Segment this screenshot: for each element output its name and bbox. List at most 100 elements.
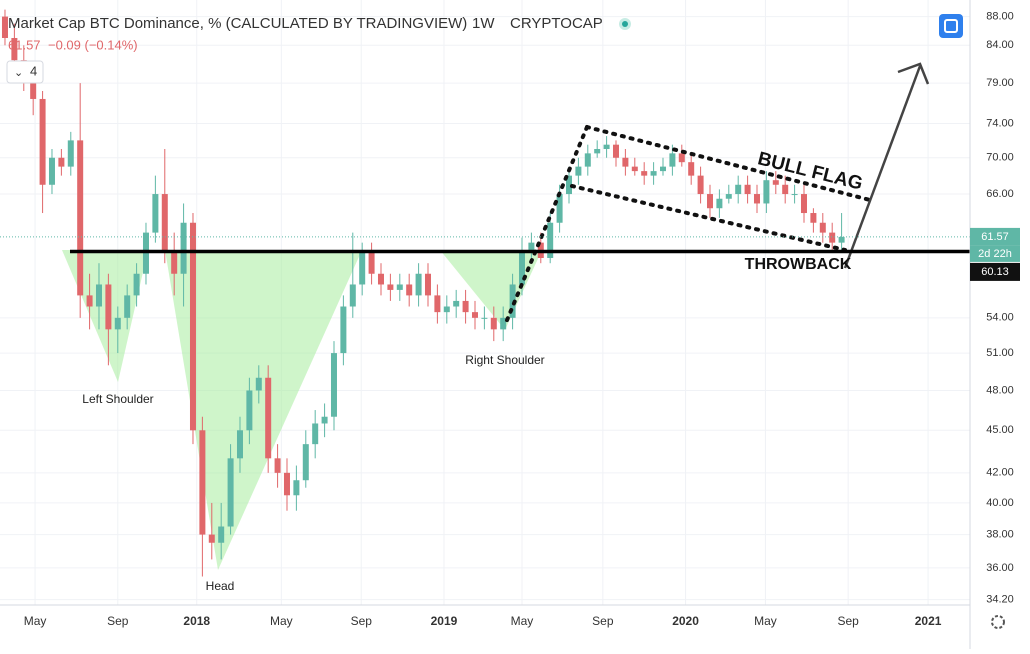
y-tick-label: 38.00 — [986, 528, 1014, 540]
settings-button[interactable] — [991, 615, 1005, 629]
candle-body — [152, 194, 159, 233]
y-tick-label: 42.00 — [986, 467, 1014, 479]
candle-body — [453, 300, 460, 307]
candle-body — [11, 37, 18, 61]
y-tick-label: 74.00 — [986, 117, 1014, 129]
candle-body — [415, 273, 422, 296]
candle-body — [706, 194, 713, 209]
candle-body — [753, 194, 760, 204]
candle-body — [283, 472, 290, 496]
level-box — [970, 262, 1020, 281]
arrow-head — [897, 62, 930, 85]
arrow — [843, 62, 930, 269]
candle-body — [48, 157, 55, 185]
candle-body — [396, 284, 403, 290]
candle-body — [763, 180, 770, 204]
y-tick-label: 45.00 — [986, 424, 1014, 436]
status-dot-core — [622, 21, 628, 27]
candle-body — [39, 98, 46, 185]
last-value: 61.57 — [8, 37, 41, 52]
candle-body — [265, 377, 272, 459]
y-tick-label: 54.00 — [986, 312, 1014, 324]
candle-body — [772, 180, 779, 185]
candle-body — [594, 149, 601, 154]
candle-body — [67, 140, 74, 167]
x-tick-label: Sep — [351, 614, 373, 628]
candle-body — [528, 242, 535, 253]
candle-body — [58, 157, 65, 167]
candle-body — [481, 317, 488, 319]
flag-drawing — [503, 125, 872, 327]
candle-body — [819, 222, 826, 233]
candle-body — [349, 284, 356, 307]
candle-body — [95, 284, 102, 307]
candle-body — [603, 144, 610, 150]
candle-body — [612, 144, 619, 158]
candle-body — [584, 153, 591, 167]
candle-body — [641, 171, 648, 176]
candle-body — [406, 284, 413, 296]
candle-body — [133, 273, 140, 296]
y-tick-label: 84.00 — [986, 39, 1014, 51]
head-shape — [165, 250, 362, 570]
candle-body — [124, 295, 131, 318]
candle-body — [293, 480, 300, 496]
candle-body — [180, 222, 187, 274]
candle-body — [77, 140, 84, 296]
flag-bottom — [570, 184, 847, 252]
candle-body — [659, 166, 666, 172]
candle-body — [105, 284, 112, 330]
indicator-toggle[interactable] — [6, 60, 44, 84]
x-tick-label: 2019 — [431, 614, 458, 628]
last-price-label: 61.57 — [981, 231, 1009, 243]
fullscreen-icon — [944, 19, 958, 33]
candle-body — [255, 377, 262, 391]
last-price-box — [970, 227, 1020, 246]
candle-body — [462, 300, 469, 313]
x-tick-label: Sep — [837, 614, 859, 628]
x-tick-label: May — [24, 614, 47, 628]
candle-body — [114, 317, 121, 330]
x-tick-label: 2021 — [915, 614, 942, 628]
candle-body — [274, 458, 281, 473]
y-tick-label: 40.00 — [986, 497, 1014, 509]
x-tick-label: May — [754, 614, 777, 628]
y-tick-label: 88.00 — [986, 11, 1014, 23]
candle-body — [800, 194, 807, 214]
candle-body — [189, 222, 196, 431]
y-tick-label: 70.00 — [986, 152, 1014, 164]
candle-body — [725, 194, 732, 199]
candle-body — [199, 430, 206, 535]
y-tick-label: 66.00 — [986, 188, 1014, 200]
candle-body — [330, 353, 337, 417]
countdown-box — [970, 245, 1020, 262]
fullscreen-button[interactable] — [939, 14, 963, 38]
x-tick-label: 2020 — [672, 614, 699, 628]
y-tick-label: 51.00 — [986, 347, 1014, 359]
annotation: Right Shoulder — [465, 353, 544, 367]
candle-body — [829, 232, 836, 243]
candle-body — [509, 284, 516, 318]
candles — [1, 9, 845, 577]
candle-body — [518, 252, 525, 285]
candle-body — [669, 153, 676, 167]
x-tick-label: May — [270, 614, 293, 628]
y-tick-label: 36.00 — [986, 562, 1014, 574]
candle-body — [697, 175, 704, 195]
candle-body — [1, 16, 8, 38]
candle-body — [565, 175, 572, 195]
annotation: THROWBACK — [745, 256, 852, 273]
flag-top — [585, 125, 872, 202]
candle-body — [650, 171, 657, 176]
candle-body — [810, 213, 817, 223]
candle-body — [547, 222, 554, 258]
x-tick-label: Sep — [107, 614, 129, 628]
candle-body — [471, 312, 478, 318]
candle-body — [208, 534, 215, 543]
symbol: CRYPTOCAP — [510, 15, 603, 32]
right-shoulder-shape — [440, 250, 542, 330]
change-value: −0.09 (−0.14%) — [48, 37, 138, 52]
candle-body — [838, 236, 845, 243]
